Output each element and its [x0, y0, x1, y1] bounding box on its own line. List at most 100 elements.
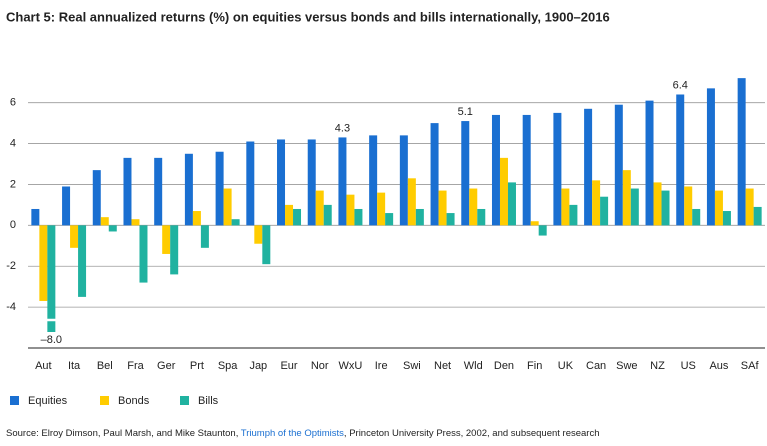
bar — [385, 213, 394, 226]
source-link[interactable]: Triumph of the Optimists — [241, 428, 344, 439]
bar — [277, 139, 286, 226]
x-tick-label: WxU — [339, 360, 363, 372]
x-tick-label: Prt — [190, 360, 204, 372]
bar — [446, 213, 455, 226]
bar — [315, 190, 324, 226]
bar — [31, 208, 40, 226]
bar — [92, 170, 101, 226]
x-tick-label: SAf — [741, 360, 760, 372]
x-tick-label: Swi — [403, 360, 421, 372]
bar — [39, 225, 48, 301]
bar — [530, 221, 539, 226]
bar — [692, 208, 701, 226]
bar — [139, 225, 148, 283]
bar — [592, 180, 601, 226]
y-tick-label: 2 — [10, 178, 16, 190]
y-tick-label: 6 — [10, 97, 16, 109]
bar — [438, 190, 447, 226]
bar — [561, 188, 570, 226]
x-tick-label: Wld — [464, 360, 483, 372]
legend-swatch — [10, 396, 19, 405]
bar — [614, 104, 623, 226]
bar — [676, 94, 685, 226]
x-tick-label: Eur — [280, 360, 297, 372]
legend-label: Bonds — [118, 395, 150, 407]
x-tick-label: Fin — [527, 360, 542, 372]
x-tick-label: Can — [586, 360, 606, 372]
legend-label: Bills — [198, 395, 219, 407]
bar — [538, 225, 547, 236]
source-text: Source: Elroy Dimson, Paul Marsh, and Mi… — [6, 428, 241, 439]
y-tick-label: -4 — [6, 301, 16, 313]
bar — [231, 219, 240, 226]
bar — [569, 204, 578, 226]
bar — [223, 188, 232, 226]
bar — [293, 208, 302, 226]
bar — [477, 208, 486, 226]
bar — [62, 186, 71, 226]
bar — [430, 123, 439, 226]
x-tick-label: US — [681, 360, 696, 372]
bar — [714, 190, 723, 226]
bar — [491, 114, 500, 226]
bar — [737, 78, 746, 226]
bar — [154, 157, 163, 226]
bar — [285, 204, 294, 226]
bar — [70, 225, 79, 248]
x-tick-label: Swe — [616, 360, 637, 372]
bar — [377, 192, 386, 226]
y-tick-label: 0 — [10, 219, 16, 231]
bar — [200, 225, 209, 248]
x-tick-label: Aus — [709, 360, 728, 372]
bar — [622, 170, 631, 226]
bar — [131, 219, 140, 226]
bar — [706, 88, 715, 226]
chart-title: Chart 5: Real annualized returns (%) on … — [6, 9, 610, 24]
x-tick-label: UK — [558, 360, 574, 372]
bar — [100, 217, 109, 226]
bar — [354, 208, 363, 226]
bar — [323, 204, 332, 226]
legend-swatch — [180, 396, 189, 405]
bar — [262, 225, 271, 265]
bar — [346, 194, 355, 226]
x-tick-label: Net — [434, 360, 451, 372]
source: Source: Elroy Dimson, Paul Marsh, and Mi… — [6, 428, 600, 439]
bar — [123, 157, 132, 226]
data-label: 6.4 — [673, 79, 688, 91]
x-tick-label: Ita — [68, 360, 81, 372]
bar — [499, 157, 508, 226]
bar — [600, 196, 609, 226]
x-tick-label: Fra — [127, 360, 144, 372]
bar — [461, 121, 470, 226]
x-tick-label: Aut — [35, 360, 52, 372]
bar — [407, 178, 416, 226]
bar — [108, 225, 117, 232]
bar — [170, 225, 179, 275]
bar — [753, 206, 762, 226]
bar — [215, 151, 224, 226]
data-label: –8.0 — [41, 334, 62, 346]
bar — [415, 208, 424, 226]
bar — [78, 225, 87, 297]
x-tick-label: NZ — [650, 360, 665, 372]
bar — [254, 225, 263, 244]
x-tick-label: Nor — [311, 360, 329, 372]
x-tick-label: Den — [494, 360, 514, 372]
bar — [522, 114, 531, 226]
bar — [507, 182, 516, 226]
bar — [553, 112, 562, 226]
data-label: 4.3 — [335, 122, 350, 134]
bar — [246, 141, 255, 226]
bar — [184, 153, 193, 226]
y-tick-label: -2 — [6, 260, 16, 272]
bar — [369, 135, 378, 226]
bar — [47, 225, 56, 332]
bar — [745, 188, 754, 226]
legend-swatch — [100, 396, 109, 405]
y-tick-label: 4 — [10, 137, 16, 149]
bar — [469, 188, 478, 226]
bar — [307, 139, 316, 226]
bar — [661, 190, 670, 226]
x-tick-label: Jap — [249, 360, 267, 372]
